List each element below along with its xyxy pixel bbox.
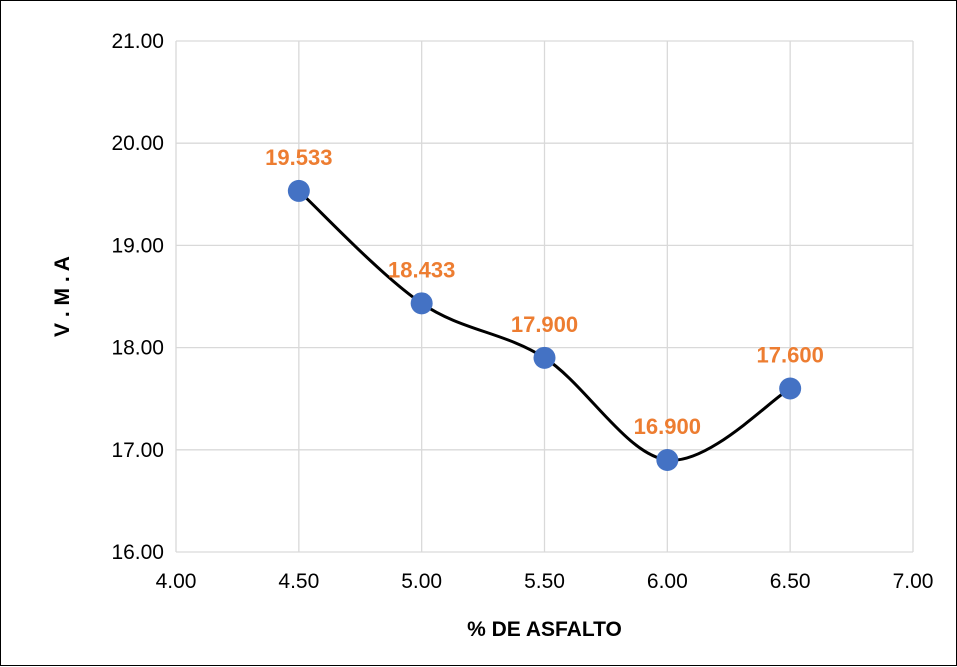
data-label: 18.433 xyxy=(388,257,455,282)
y-axis-title: V . M . A xyxy=(51,256,74,337)
x-axis-title: % DE ASFALTO xyxy=(467,618,622,641)
data-label: 16.900 xyxy=(634,414,701,439)
data-label: 17.600 xyxy=(757,342,824,367)
data-label: 17.900 xyxy=(511,312,578,337)
data-point xyxy=(533,346,556,369)
x-tick-label: 5.50 xyxy=(524,570,565,593)
x-tick-label: 7.00 xyxy=(893,570,934,593)
x-axis-ticks: 4.00 4.50 5.00 5.50 6.00 6.50 7.00 xyxy=(156,570,934,593)
y-tick-label: 20.00 xyxy=(111,132,164,155)
gridlines xyxy=(175,40,914,553)
y-tick-label: 17.00 xyxy=(111,439,164,462)
series-markers xyxy=(287,179,802,472)
data-point xyxy=(410,292,433,315)
y-axis-ticks: 16.00 17.00 18.00 19.00 20.00 21.00 xyxy=(111,30,164,564)
data-point xyxy=(779,377,802,400)
data-point xyxy=(287,179,310,202)
y-tick-label: 16.00 xyxy=(111,541,164,564)
data-point xyxy=(656,449,679,472)
x-tick-label: 5.00 xyxy=(401,570,442,593)
y-tick-label: 21.00 xyxy=(111,30,164,53)
y-tick-label: 18.00 xyxy=(111,337,164,360)
x-tick-label: 6.50 xyxy=(770,570,811,593)
x-tick-label: 4.00 xyxy=(156,570,197,593)
data-labels: 19.533 18.433 17.900 16.900 17.600 xyxy=(265,145,824,439)
data-label: 19.533 xyxy=(265,145,332,170)
x-tick-label: 6.00 xyxy=(647,570,688,593)
x-tick-label: 4.50 xyxy=(278,570,319,593)
y-tick-label: 19.00 xyxy=(111,234,164,257)
